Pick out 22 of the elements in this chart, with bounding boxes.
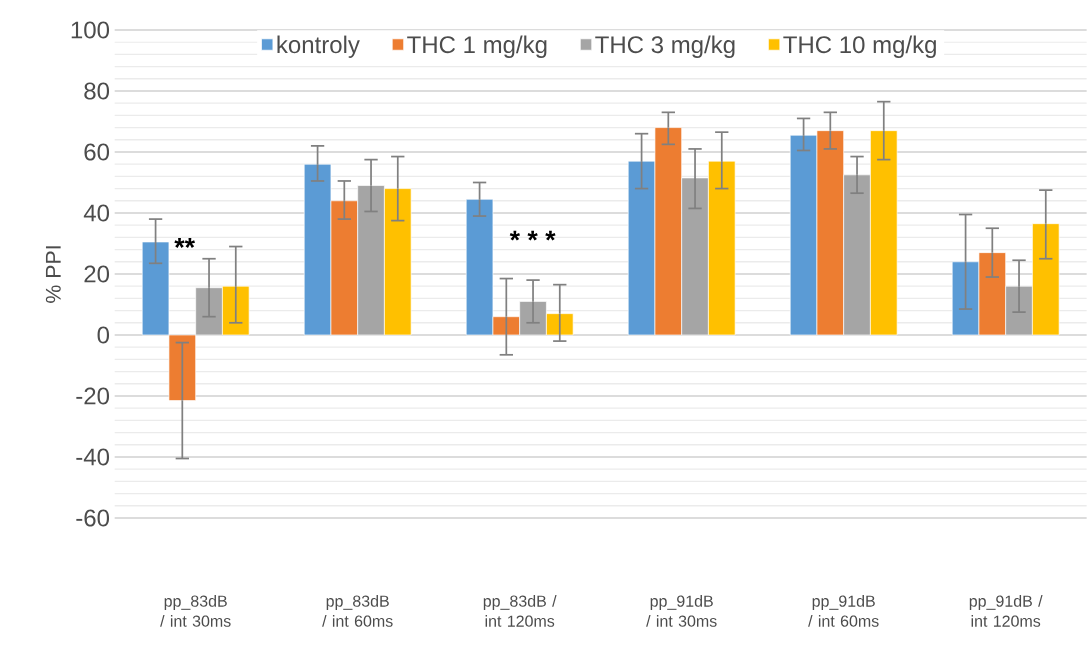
y-tick-label: -20 bbox=[76, 387, 110, 405]
y-tick-label: 20 bbox=[84, 265, 110, 283]
y-tick-label: 40 bbox=[83, 204, 110, 222]
annotation: ** bbox=[174, 237, 196, 248]
x-tick-label: pp_91dB / int 60ms bbox=[808, 595, 879, 627]
annotation: * * * bbox=[509, 230, 556, 241]
x-tick-label: pp_91dB / int 30ms bbox=[646, 595, 717, 627]
y-tick-label: 100 bbox=[71, 21, 110, 39]
x-tick-label: pp_83dB / int 60ms bbox=[322, 595, 393, 627]
y-tick-label: 60 bbox=[84, 143, 110, 161]
legend-label: kontroly bbox=[277, 35, 360, 58]
y-axis-title: % PPI bbox=[45, 246, 61, 303]
x-tick-label: pp_91dB / int 120ms bbox=[969, 595, 1043, 627]
legend-label: THC 1 mg/kg bbox=[407, 35, 547, 58]
legend-label: THC 3 mg/kg bbox=[595, 35, 735, 58]
y-tick-label: 80 bbox=[84, 82, 110, 100]
x-tick-label: pp_83dB / int 120ms bbox=[483, 595, 557, 627]
x-tick-label: pp_83dB / int 30ms bbox=[160, 595, 231, 627]
y-tick-label: -60 bbox=[76, 509, 110, 527]
legend-label: THC 10 mg/kg bbox=[783, 35, 936, 58]
y-tick-label: -40 bbox=[76, 448, 110, 466]
y-tick-label: 0 bbox=[97, 326, 110, 344]
